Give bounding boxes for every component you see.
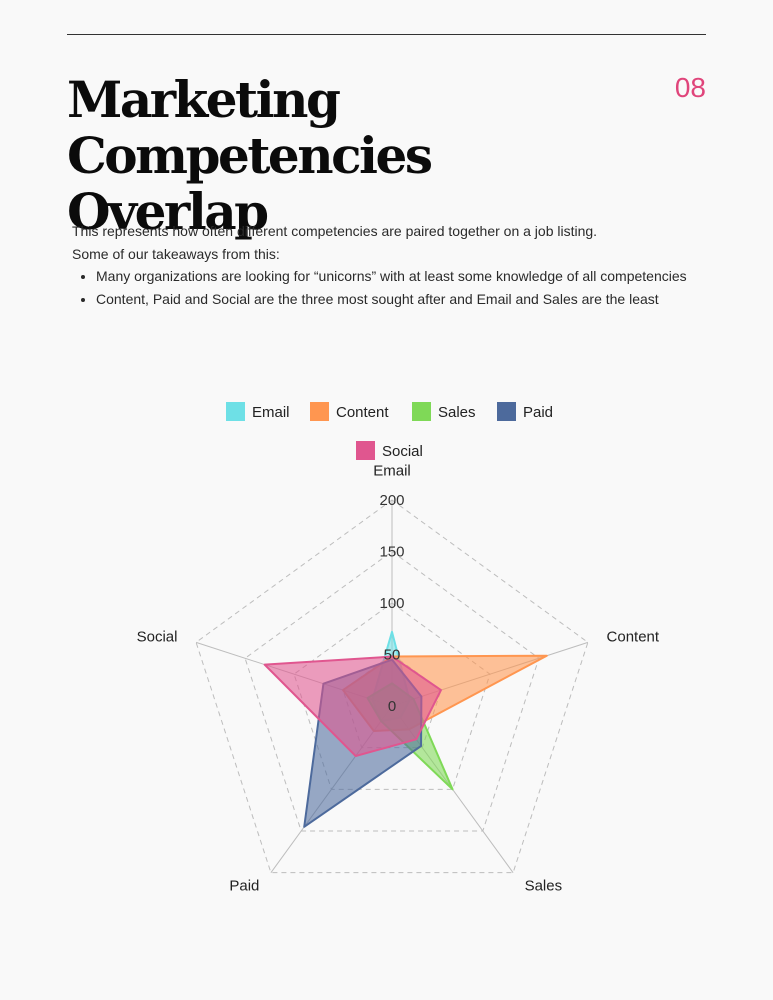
series-polygon-social <box>263 655 442 757</box>
chart-series <box>263 630 548 828</box>
takeaway-item: Content, Paid and Social are the three m… <box>96 288 687 311</box>
legend-swatch-social <box>356 441 375 460</box>
tick-label-150: 150 <box>379 544 404 561</box>
legend-label-social: Social <box>382 443 423 460</box>
chart-labels: 0 50 100 150 200 Email Content Sales Paid Social <box>137 462 660 894</box>
intro-line-2: Some of our takeaways from this: <box>72 245 280 262</box>
legend-label-sales: Sales <box>438 404 476 421</box>
title-line-2: Competencies Overlap <box>67 126 433 241</box>
chart-legend: Email Content Sales Paid Social <box>226 402 553 460</box>
page-number: 08 <box>674 72 706 103</box>
grid-ring-200 <box>195 499 589 874</box>
tick-label-50: 50 <box>384 647 401 664</box>
takeaways-list: Many organizations are looking for “unic… <box>72 265 687 310</box>
axis-label-content: Content <box>607 628 660 645</box>
tick-label-0: 0 <box>388 698 396 715</box>
page-title: Marketing Competencies Overlap <box>67 72 627 240</box>
intro-line-1: This represents how often different comp… <box>72 223 598 239</box>
legend-swatch-paid <box>497 402 516 421</box>
intro-text: This represents how often different comp… <box>72 220 687 310</box>
axis-label-sales: Sales <box>525 877 563 894</box>
legend-label-email: Email <box>252 404 290 421</box>
legend-label-paid: Paid <box>523 404 553 421</box>
title-line-1: Marketing <box>67 70 341 129</box>
top-divider <box>67 34 706 35</box>
takeaway-item: Many organizations are looking for “unic… <box>96 265 687 288</box>
grid-ring-150 <box>244 550 540 832</box>
tick-label-100: 100 <box>379 595 404 612</box>
axis-label-paid: Paid <box>229 877 259 894</box>
tick-label-200: 200 <box>379 492 404 509</box>
legend-swatch-email <box>226 402 245 421</box>
legend-swatch-content <box>310 402 329 421</box>
axis-label-social: Social <box>137 628 178 645</box>
radar-chart: Email Content Sales Paid Social 0 50 100 150 200… <box>137 402 660 894</box>
axis-label-email: Email <box>373 462 411 479</box>
legend-label-content: Content <box>336 404 389 421</box>
legend-swatch-sales <box>412 402 431 421</box>
